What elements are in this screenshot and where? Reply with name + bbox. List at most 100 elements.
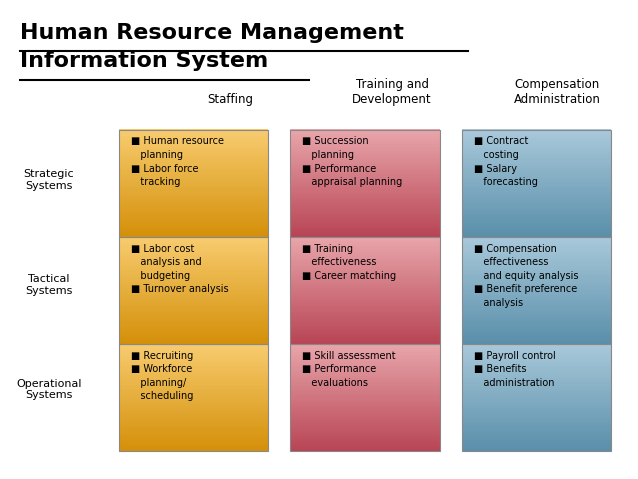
Bar — [290, 194, 440, 196]
Bar — [462, 348, 611, 351]
Bar — [119, 247, 268, 250]
Bar — [290, 423, 440, 426]
Text: Training and
Development: Training and Development — [352, 78, 432, 106]
Bar — [119, 361, 268, 364]
Bar — [462, 301, 611, 304]
Bar — [290, 145, 440, 147]
Bar — [462, 414, 611, 417]
Bar — [119, 196, 268, 198]
Bar — [290, 132, 440, 134]
Bar — [290, 206, 440, 209]
Bar — [290, 155, 440, 158]
Bar — [290, 284, 440, 286]
Bar — [119, 185, 268, 188]
Bar — [290, 161, 440, 164]
Bar — [119, 170, 268, 173]
Bar — [119, 399, 268, 402]
Bar — [290, 391, 440, 394]
Bar — [119, 237, 268, 240]
Bar — [290, 168, 440, 171]
Text: Strategic
Systems: Strategic Systems — [24, 169, 75, 191]
Bar — [462, 226, 611, 228]
Bar — [290, 245, 440, 248]
Bar — [119, 331, 268, 333]
Bar — [462, 446, 611, 449]
Bar — [119, 256, 268, 259]
Bar — [290, 202, 440, 205]
Bar — [119, 288, 268, 291]
Bar — [290, 138, 440, 141]
Bar — [119, 340, 268, 342]
Bar — [119, 380, 268, 383]
Bar — [462, 297, 611, 299]
Bar — [462, 134, 611, 137]
Bar — [119, 134, 268, 137]
Bar — [290, 288, 440, 291]
Bar — [119, 382, 268, 385]
Bar — [290, 269, 440, 272]
Bar — [290, 267, 440, 269]
Bar — [462, 385, 611, 387]
Bar — [119, 327, 268, 329]
Bar — [119, 271, 268, 274]
Bar — [462, 267, 611, 269]
Bar — [119, 367, 268, 370]
Bar — [462, 335, 611, 338]
Bar — [290, 247, 440, 250]
Bar — [462, 286, 611, 288]
Bar — [290, 295, 440, 297]
Bar — [119, 202, 268, 205]
Bar — [119, 408, 268, 411]
Bar — [119, 177, 268, 179]
Bar — [462, 346, 611, 349]
Bar — [290, 303, 440, 306]
Bar — [290, 224, 440, 227]
Bar — [290, 271, 440, 274]
Bar — [462, 445, 611, 447]
Bar — [119, 232, 268, 235]
Bar — [119, 224, 268, 227]
Bar — [290, 361, 440, 364]
Bar — [119, 168, 268, 171]
Bar — [119, 282, 268, 284]
Text: Staffing: Staffing — [207, 93, 253, 106]
Bar — [119, 369, 268, 372]
Bar — [290, 402, 440, 404]
Bar — [290, 408, 440, 411]
Bar — [462, 292, 611, 295]
Bar — [290, 449, 440, 451]
Bar — [119, 206, 268, 209]
Bar — [462, 359, 611, 362]
Bar — [119, 217, 268, 220]
Bar — [462, 333, 611, 336]
Bar — [462, 361, 611, 364]
Bar — [119, 215, 268, 218]
Bar — [119, 389, 268, 391]
Bar — [119, 404, 268, 406]
Bar — [462, 402, 611, 404]
Bar — [462, 228, 611, 231]
Bar — [119, 258, 268, 261]
Bar — [462, 284, 611, 286]
Bar — [462, 421, 611, 423]
Bar — [290, 185, 440, 188]
Bar — [290, 239, 440, 241]
Text: Information System: Information System — [20, 51, 269, 71]
Bar — [119, 303, 268, 306]
Bar — [462, 391, 611, 394]
Bar — [290, 446, 440, 449]
Bar — [119, 292, 268, 295]
Bar — [290, 286, 440, 288]
Bar — [119, 295, 268, 297]
Bar — [462, 363, 611, 365]
Text: Compensation
Administration: Compensation Administration — [514, 78, 600, 106]
Bar — [290, 335, 440, 338]
Bar — [462, 406, 611, 409]
Bar — [290, 419, 440, 422]
Bar — [462, 237, 611, 344]
Bar — [462, 350, 611, 353]
Bar — [119, 153, 268, 156]
Bar — [290, 389, 440, 391]
Bar — [290, 166, 440, 169]
Bar — [290, 170, 440, 173]
